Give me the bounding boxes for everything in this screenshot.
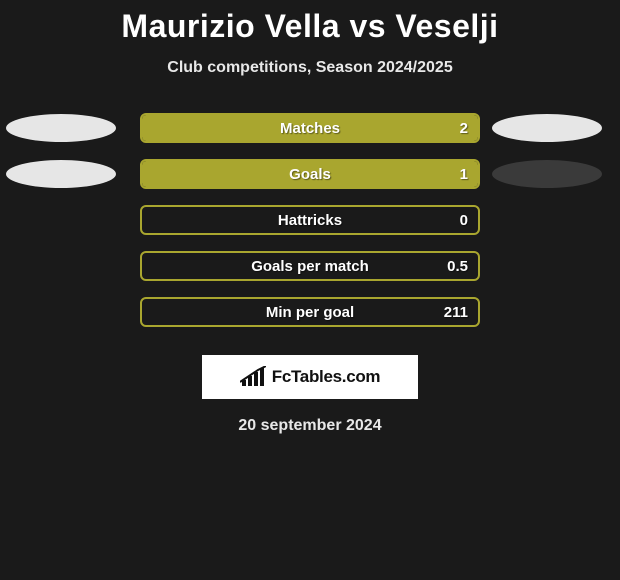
brand-text: FcTables.com xyxy=(272,367,381,387)
stat-row: Matches2 xyxy=(0,105,620,151)
stat-label: Matches xyxy=(142,120,478,137)
stat-row: Hattricks0 xyxy=(0,197,620,243)
subtitle: Club competitions, Season 2024/2025 xyxy=(0,59,620,77)
left-oval xyxy=(6,114,116,142)
right-oval xyxy=(492,114,602,142)
footer-date: 20 september 2024 xyxy=(0,417,620,435)
stat-pill: Hattricks0 xyxy=(140,205,480,235)
stat-label: Goals xyxy=(142,166,478,183)
stat-label: Hattricks xyxy=(142,212,478,229)
stat-pill: Matches2 xyxy=(140,113,480,143)
stat-row: Goals per match0.5 xyxy=(0,243,620,289)
page-title: Maurizio Vella vs Veselji xyxy=(0,0,620,45)
left-oval xyxy=(6,160,116,188)
stat-value: 2 xyxy=(460,120,468,137)
stat-pill: Goals1 xyxy=(140,159,480,189)
stat-row: Goals1 xyxy=(0,151,620,197)
stat-value: 0.5 xyxy=(447,258,468,275)
stat-value: 1 xyxy=(460,166,468,183)
stats-rows: Matches2Goals1Hattricks0Goals per match0… xyxy=(0,105,620,335)
brand-chart-icon xyxy=(240,366,266,388)
stat-label: Min per goal xyxy=(142,304,478,321)
stat-label: Goals per match xyxy=(142,258,478,275)
stat-pill: Min per goal211 xyxy=(140,297,480,327)
stat-value: 211 xyxy=(444,304,468,321)
stat-value: 0 xyxy=(460,212,468,229)
right-oval xyxy=(492,160,602,188)
brand-badge[interactable]: FcTables.com xyxy=(202,355,418,399)
stat-row: Min per goal211 xyxy=(0,289,620,335)
stat-pill: Goals per match0.5 xyxy=(140,251,480,281)
